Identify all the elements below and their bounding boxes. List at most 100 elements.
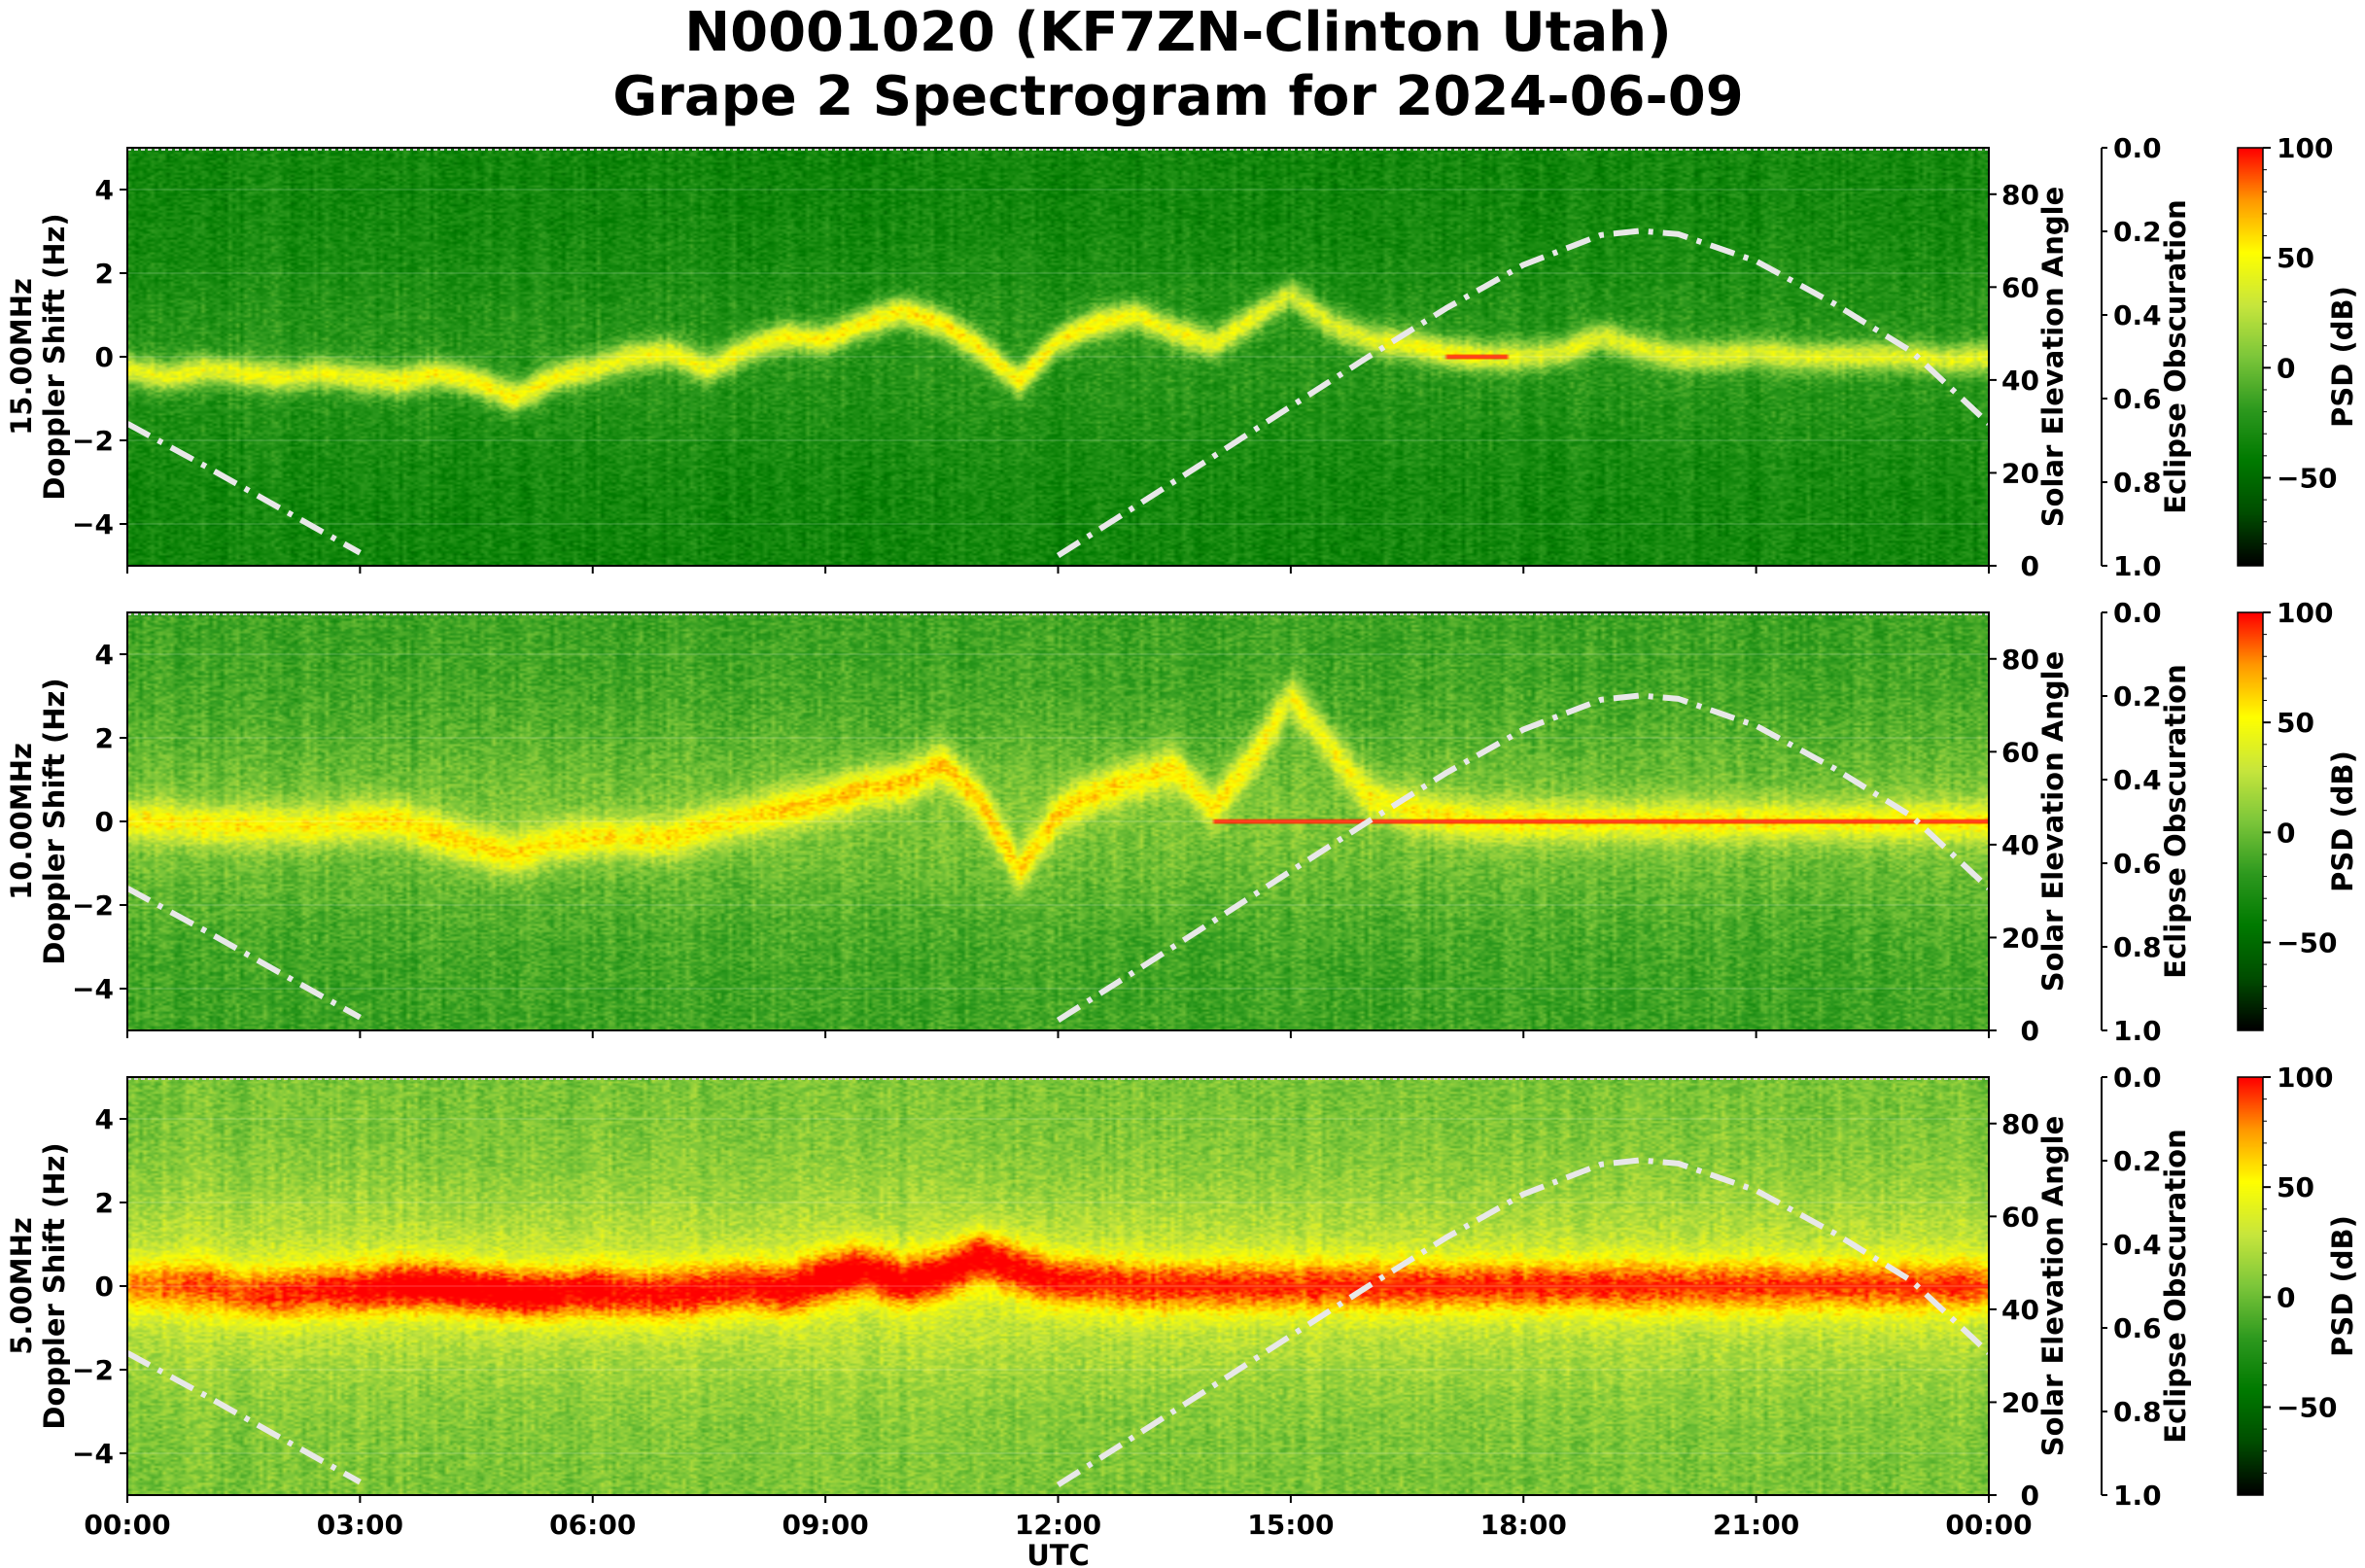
elevation-tick-label: 80 (2001, 1108, 2039, 1140)
x-tick-label: 12:00 (1015, 1509, 1101, 1541)
y-tick-label: 0 (95, 806, 114, 838)
solar-elevation-axis-label: Solar Elevation Angle (2036, 187, 2069, 528)
eclipse-tick-label: 0.4 (2113, 1229, 2162, 1261)
psd-colorbar-frame (2237, 1076, 2264, 1496)
eclipse-obscuration-axis-label: Eclipse Obscuration (2159, 1129, 2192, 1443)
psd-colorbar-label: PSD (dB) (2326, 286, 2359, 428)
colorbar-tick-label: −50 (2277, 1391, 2337, 1423)
eclipse-tick-label: 0.2 (2113, 680, 2162, 713)
colorbar-tick-label: −50 (2277, 462, 2337, 494)
eclipse-tick-label: 0.6 (2113, 848, 2162, 880)
solar-elevation-curve (1056, 692, 1992, 1024)
elevation-tick-label: 40 (2001, 1294, 2039, 1326)
colorbar-tick-label: 50 (2277, 707, 2314, 739)
psd-colorbar-label: PSD (dB) (2326, 750, 2359, 892)
solar-elevation-curve (125, 1350, 362, 1485)
y-tick-label: −4 (72, 1438, 114, 1470)
psd-colorbar-frame (2237, 611, 2264, 1031)
x-tick-label: 09:00 (783, 1509, 869, 1541)
eclipse-tick-label: 0.4 (2113, 299, 2162, 331)
elevation-tick-label: 0 (2021, 1480, 2039, 1512)
elevation-tick-label: 80 (2001, 644, 2039, 676)
eclipse-obscuration-axis-label: Eclipse Obscuration (2159, 199, 2192, 513)
x-tick-label: 06:00 (549, 1509, 636, 1541)
colorbar-tick-label: 50 (2277, 242, 2314, 274)
elevation-tick-label: 20 (2001, 922, 2039, 954)
spectrogram-heatmap (127, 612, 1989, 1030)
psd-colorbar (2238, 1077, 2263, 1495)
eclipse-tick-label: 0.4 (2113, 764, 2162, 796)
solar-elevation-curve (1056, 1157, 1992, 1488)
psd-colorbar-frame (2237, 147, 2264, 567)
eclipse-tick-label: 0.2 (2113, 216, 2162, 248)
y-tick-label: −2 (72, 889, 114, 922)
figure-title-line2: Grape 2 Spectrogram for 2024-06-09 (612, 65, 1743, 128)
y-tick-label: 4 (95, 174, 114, 206)
psd-colorbar (2238, 148, 2263, 566)
y-tick-label: 2 (95, 258, 114, 290)
y-tick-label: 4 (95, 1103, 114, 1135)
elevation-tick-label: 20 (2001, 457, 2039, 489)
psd-colorbar-label: PSD (dB) (2326, 1215, 2359, 1357)
elevation-tick-label: 60 (2001, 271, 2039, 303)
eclipse-obscuration-axis-label: Eclipse Obscuration (2159, 664, 2192, 978)
y-tick-label: 4 (95, 639, 114, 671)
spectrogram-heatmap (127, 148, 1989, 566)
x-axis-label: UTC (1026, 1539, 1090, 1568)
eclipse-tick-label: 0.8 (2113, 1396, 2162, 1428)
y-tick-label: −2 (72, 425, 114, 457)
x-tick-label: 00:00 (84, 1509, 170, 1541)
y-tick-label: −4 (72, 508, 114, 540)
y-tick-label: −2 (72, 1354, 114, 1386)
colorbar-tick-label: 0 (2277, 817, 2295, 849)
y-tick-label: 0 (95, 341, 114, 373)
elevation-tick-label: 40 (2001, 365, 2039, 397)
panel-5-00mhz: −4 −2 0 2 4 5.00MHz Doppler Shift (Hz) 0 20 40 60 8… (5, 1062, 2359, 1568)
eclipse-tick-label: 0.6 (2113, 1312, 2162, 1344)
panel-frequency-label: 10.00MHz (5, 743, 38, 900)
eclipse-tick-label: 0.0 (2113, 597, 2162, 629)
x-tick-label: 21:00 (1713, 1509, 1799, 1541)
x-tick-label: 03:00 (317, 1509, 403, 1541)
eclipse-tick-label: 0.2 (2113, 1145, 2162, 1177)
spectrogram-heatmap (127, 1077, 1989, 1495)
solar-elevation-curve (125, 886, 362, 1021)
elevation-tick-label: 80 (2001, 179, 2039, 211)
figure-title-line1: N0001020 (KF7ZN-Clinton Utah) (684, 1, 1672, 64)
panel-frequency-label: 5.00MHz (5, 1217, 38, 1355)
doppler-axis-label: Doppler Shift (Hz) (38, 1142, 71, 1429)
y-tick-label: 2 (95, 1187, 114, 1219)
eclipse-tick-label: 0.8 (2113, 931, 2162, 963)
solar-elevation-axis-label: Solar Elevation Angle (2036, 1116, 2069, 1457)
eclipse-tick-label: 1.0 (2113, 550, 2162, 582)
colorbar-tick-label: 0 (2277, 1281, 2295, 1313)
colorbar-tick-label: 0 (2277, 352, 2295, 384)
psd-colorbar (2238, 612, 2263, 1030)
solar-elevation-axis-label: Solar Elevation Angle (2036, 651, 2069, 993)
solar-elevation-curve (125, 421, 362, 556)
doppler-axis-label: Doppler Shift (Hz) (38, 678, 71, 964)
elevation-tick-label: 0 (2021, 550, 2039, 582)
y-tick-label: −4 (72, 973, 114, 1005)
eclipse-tick-label: 0.0 (2113, 132, 2162, 164)
elevation-tick-label: 0 (2021, 1015, 2039, 1047)
x-tick-label: 15:00 (1247, 1509, 1334, 1541)
colorbar-tick-label: 100 (2277, 1062, 2333, 1094)
panel-10-00mhz: −4 −2 0 2 4 10.00MHz Doppler Shift (Hz) 0 20 40 60… (5, 597, 2359, 1047)
colorbar-tick-label: 50 (2277, 1171, 2314, 1203)
doppler-axis-label: Doppler Shift (Hz) (38, 213, 71, 500)
eclipse-tick-label: 1.0 (2113, 1480, 2162, 1512)
panel-15-00mhz: −4 −2 0 2 4 15.00MHz Doppler Shift (Hz) 0 20 40 60… (5, 132, 2359, 582)
x-tick-label: 18:00 (1480, 1509, 1567, 1541)
elevation-tick-label: 60 (2001, 736, 2039, 768)
x-tick-label: 00:00 (1945, 1509, 2032, 1541)
colorbar-tick-label: 100 (2277, 597, 2333, 629)
eclipse-tick-label: 0.6 (2113, 383, 2162, 415)
panel-frequency-label: 15.00MHz (5, 278, 38, 436)
elevation-tick-label: 60 (2001, 1201, 2039, 1233)
eclipse-tick-label: 0.8 (2113, 467, 2162, 499)
eclipse-tick-label: 0.0 (2113, 1062, 2162, 1094)
y-tick-label: 2 (95, 722, 114, 754)
solar-elevation-curve (1056, 227, 1992, 559)
